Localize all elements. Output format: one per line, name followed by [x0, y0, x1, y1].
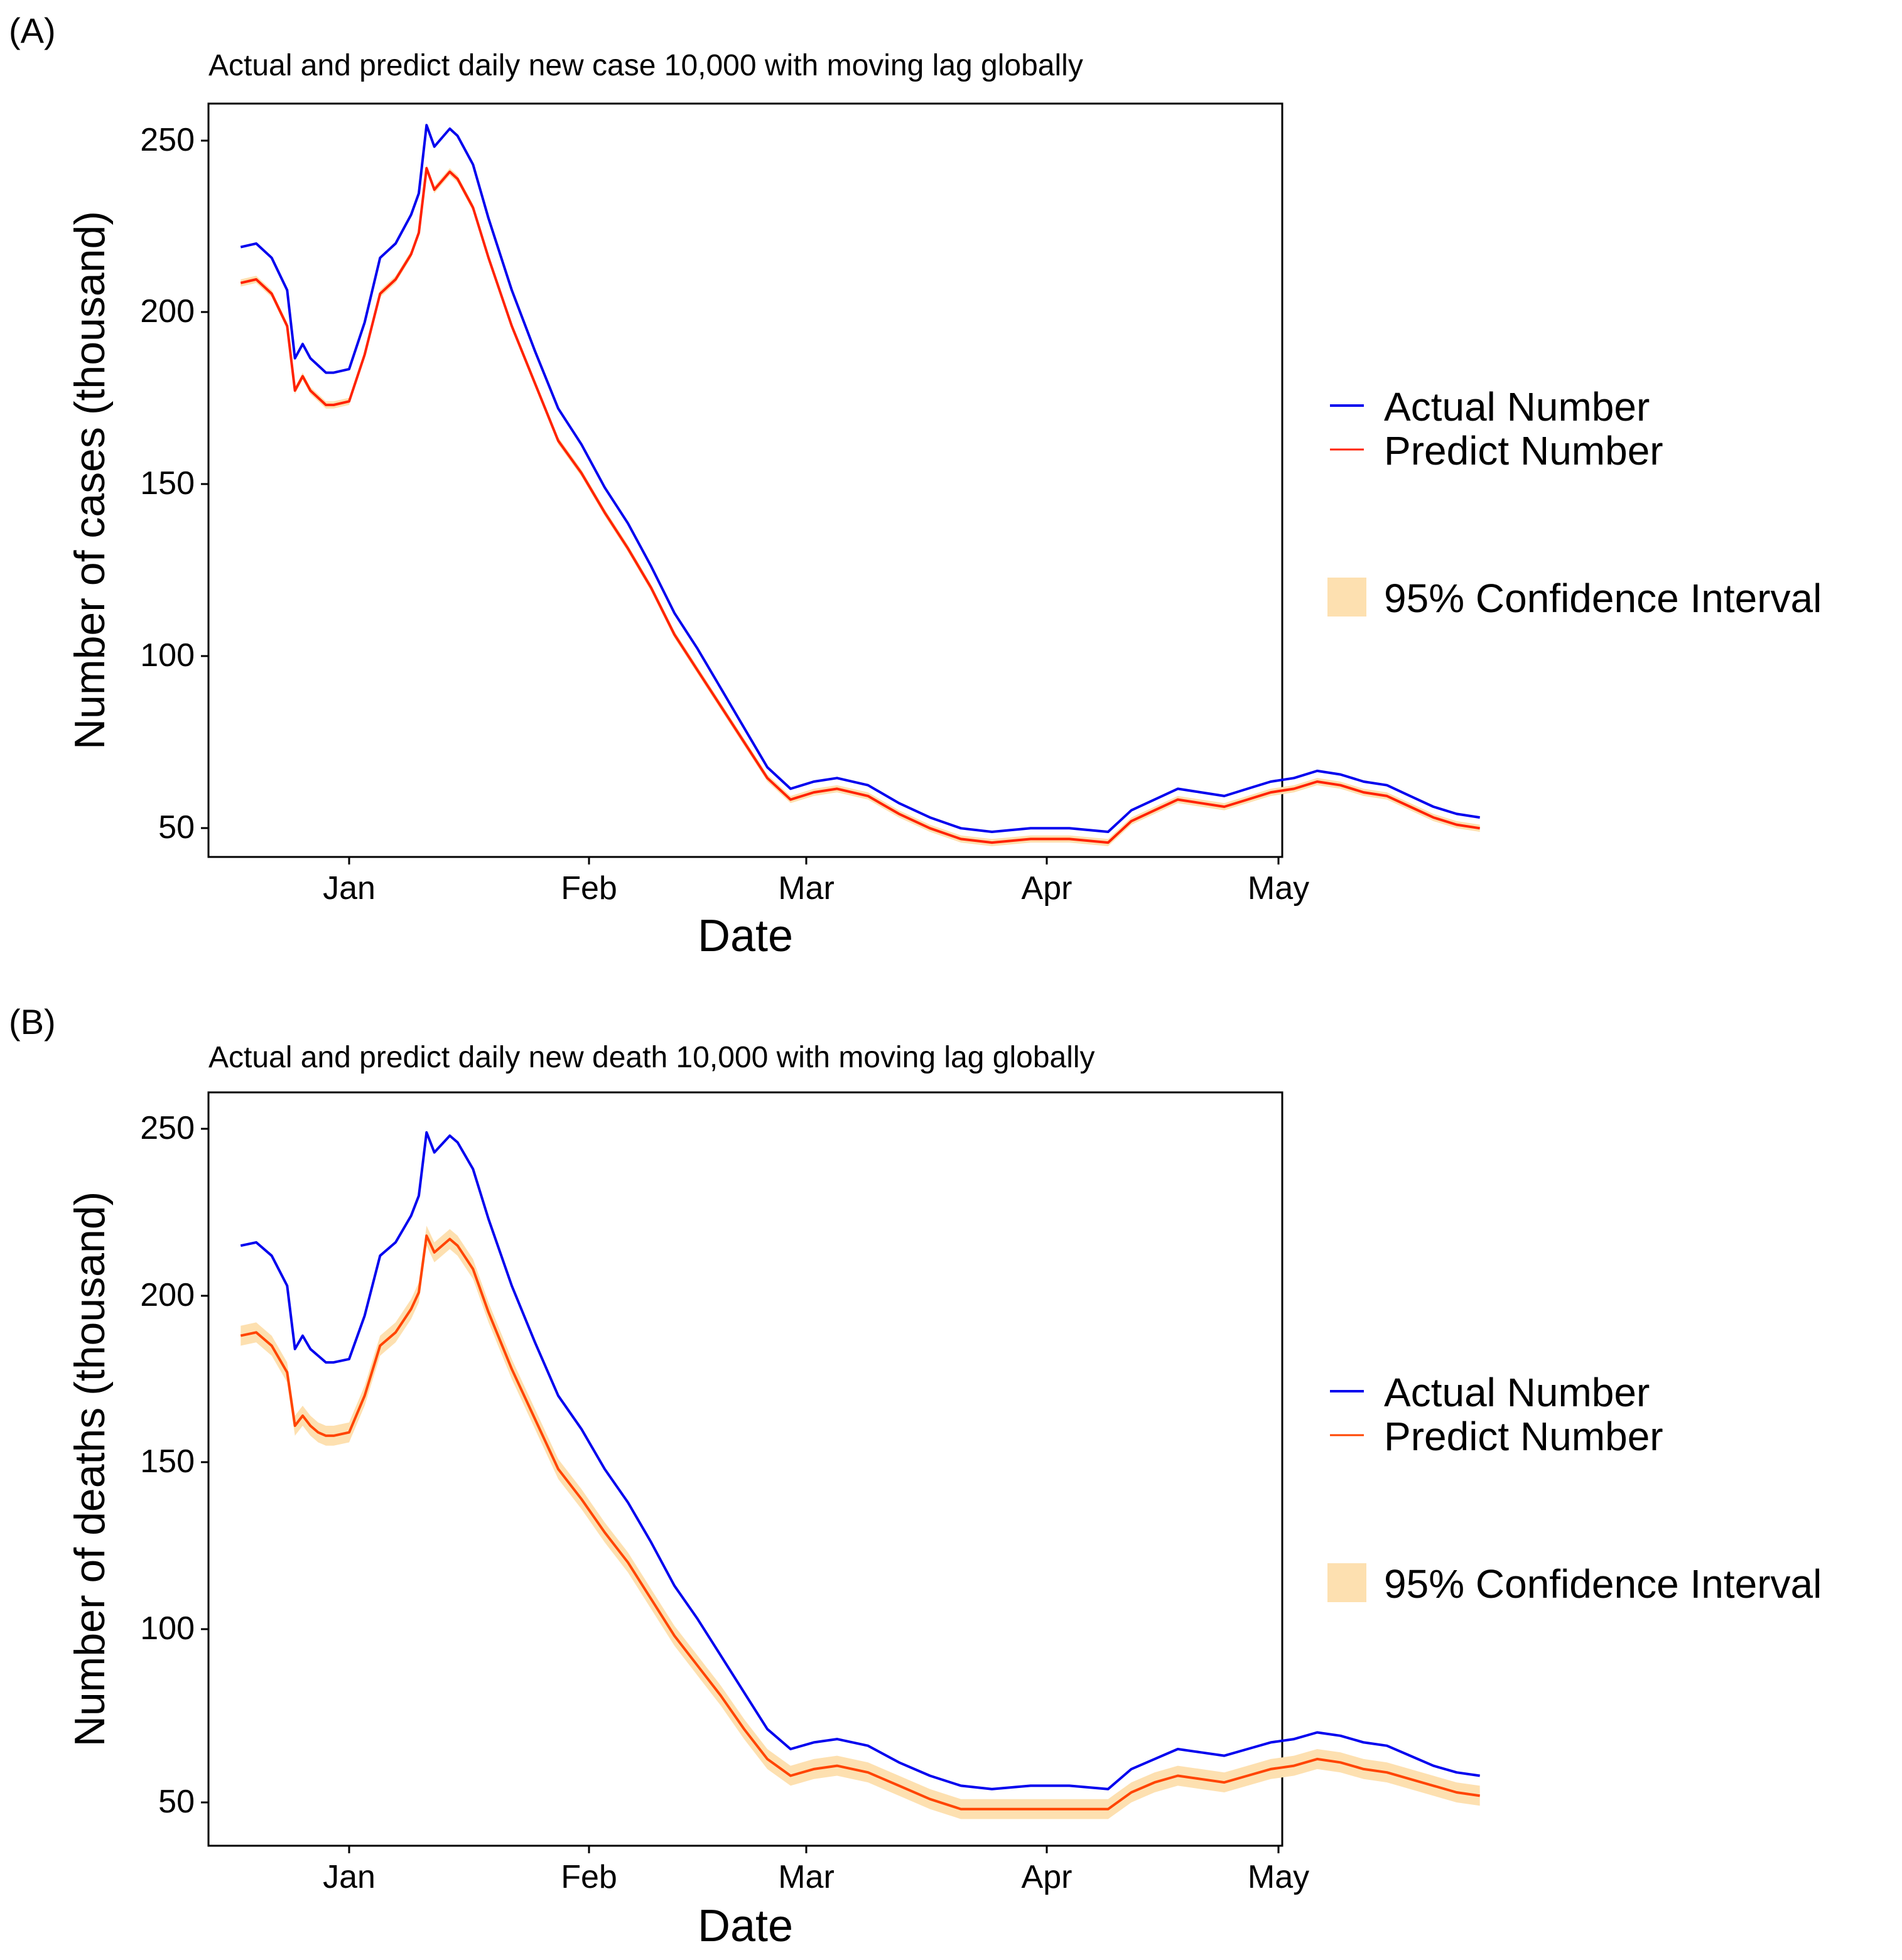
plot-area: [207, 102, 1481, 858]
y-axis-title: Number of cases (thousand): [66, 211, 114, 750]
y-axis-title: Number of deaths (thousand): [66, 1192, 114, 1747]
legend-key-ci: [1327, 1563, 1366, 1602]
y-tick-label: 100: [140, 637, 195, 674]
y-axis: 250 200 150 100 50 Number of cases (thou…: [66, 122, 208, 846]
x-tick-label: May: [1248, 870, 1309, 907]
legend-label-predict: Predict Number: [1384, 428, 1663, 473]
y-tick-label: 50: [158, 1784, 195, 1820]
y-tick-label: 200: [140, 1277, 195, 1313]
legend-label-actual: Actual Number: [1384, 1370, 1650, 1415]
legend-key-ci: [1327, 578, 1366, 617]
y-tick-label: 100: [140, 1610, 195, 1647]
legend-label-ci: 95% Confidence Interval: [1384, 1561, 1822, 1607]
x-axis-title: Date: [698, 911, 793, 961]
x-tick-label: May: [1248, 1859, 1309, 1895]
chart-title: Actual and predict daily new case 10,000…: [208, 49, 1083, 82]
x-tick-label: Apr: [1022, 1859, 1073, 1895]
legend-label-predict: Predict Number: [1384, 1414, 1663, 1459]
chart-title: Actual and predict daily new death 10,00…: [208, 1041, 1095, 1074]
x-tick-label: Mar: [778, 1859, 835, 1895]
legend: Actual Number Predict Number 95% Confide…: [1327, 1370, 1822, 1607]
y-axis: 250 200 150 100 50 Number of deaths (tho…: [66, 1110, 208, 1820]
y-tick-label: 200: [140, 293, 195, 330]
x-axis-title: Date: [698, 1901, 793, 1951]
y-tick-label: 250: [140, 1110, 195, 1146]
series-line-actual: [240, 124, 1481, 833]
x-tick-label: Apr: [1022, 870, 1073, 907]
x-tick-label: Jan: [323, 870, 376, 907]
x-axis: Jan Feb Mar Apr May Date: [323, 1846, 1309, 1951]
y-tick-label: 150: [140, 465, 195, 502]
x-axis: Jan Feb Mar Apr May Date: [323, 857, 1309, 961]
legend-label-ci: 95% Confidence Interval: [1384, 576, 1822, 621]
series-line-predict: [240, 1234, 1480, 1811]
x-tick-label: Feb: [561, 1859, 617, 1895]
x-tick-label: Mar: [778, 870, 835, 907]
legend: Actual Number Predict Number 95% Confide…: [1327, 384, 1822, 621]
plot-background: [207, 1091, 1283, 1847]
x-tick-label: Feb: [561, 870, 617, 907]
y-tick-label: 250: [140, 122, 195, 158]
plot-area: [207, 1091, 1480, 1847]
confidence-band: [240, 1225, 1480, 1819]
panel-a: (A) Actual and predict daily new case 10…: [9, 11, 1822, 961]
series-line-actual: [240, 1131, 1480, 1790]
y-tick-label: 50: [158, 809, 195, 846]
panel-b: (B) Actual and predict daily new death 1…: [9, 1002, 1822, 1951]
x-tick-label: Jan: [323, 1859, 376, 1895]
panel-label: (A): [9, 11, 56, 50]
series-line-predict: [240, 166, 1481, 844]
panel-label: (B): [9, 1002, 56, 1042]
y-tick-label: 150: [140, 1443, 195, 1480]
legend-label-actual: Actual Number: [1384, 384, 1650, 429]
